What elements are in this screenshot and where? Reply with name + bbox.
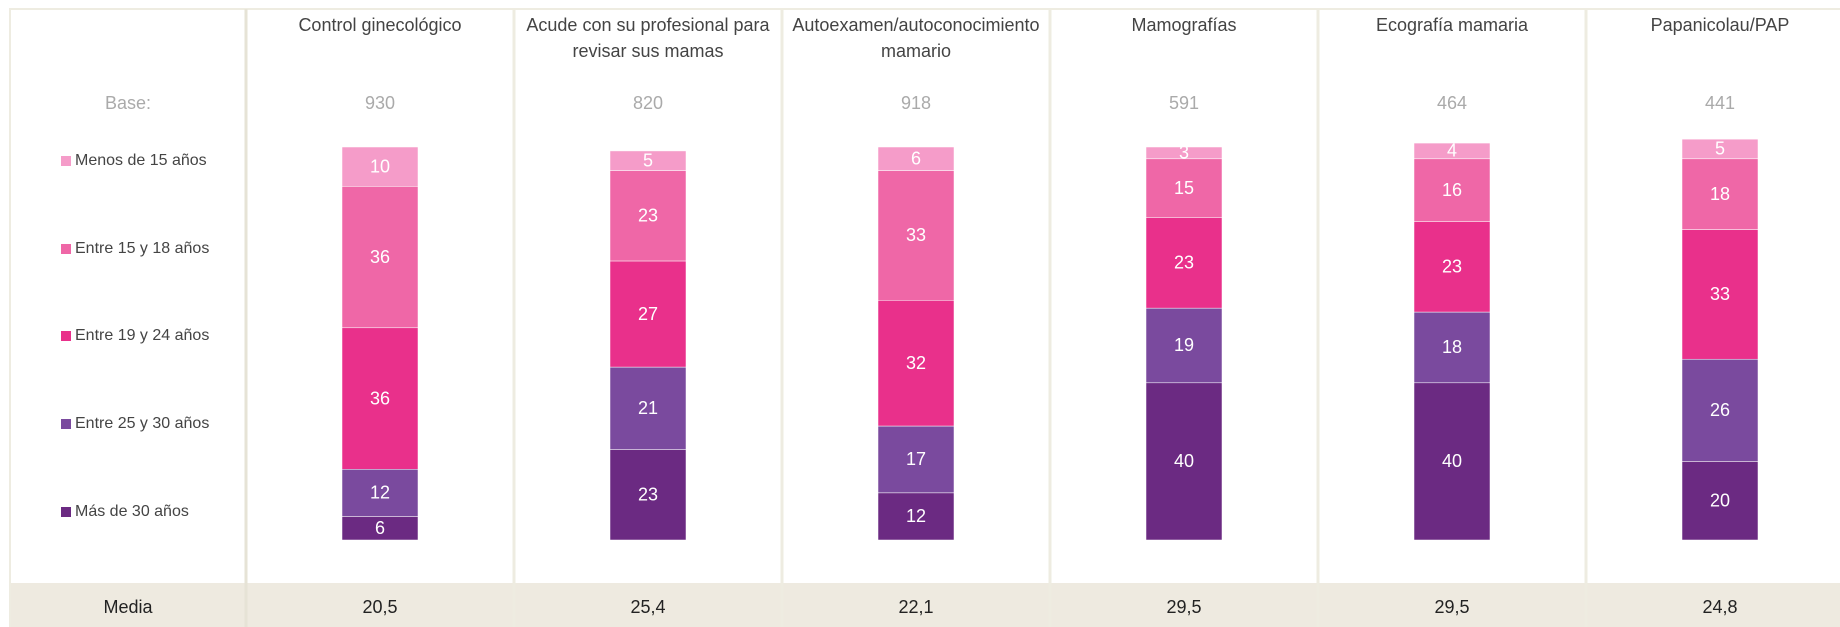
data-label: 23 bbox=[638, 485, 658, 505]
column-header: Ecografía mamaria bbox=[1375, 15, 1529, 35]
column-header: Acude con su profesional para revisar su… bbox=[526, 15, 770, 61]
data-label: 36 bbox=[370, 247, 390, 267]
legend-swatch bbox=[61, 244, 71, 254]
data-label: 10 bbox=[370, 156, 390, 176]
bar-segment bbox=[609, 366, 687, 450]
legend-label: Entre 25 y 30 años bbox=[75, 415, 209, 432]
legend-label: Entre 15 y 18 años bbox=[75, 240, 209, 257]
bar-segment bbox=[609, 170, 687, 262]
data-label: 33 bbox=[1710, 284, 1730, 304]
media-value: 20,5 bbox=[362, 597, 397, 617]
data-label: 5 bbox=[643, 151, 653, 171]
data-label: 21 bbox=[638, 398, 658, 418]
data-label: 32 bbox=[906, 353, 926, 373]
bar-segment bbox=[341, 186, 419, 329]
data-label: 6 bbox=[911, 149, 921, 169]
legend-swatch bbox=[61, 419, 71, 429]
base-value: 464 bbox=[1437, 93, 1467, 113]
data-label: 33 bbox=[906, 225, 926, 245]
column-header: Papanicolau/PAP bbox=[1650, 15, 1790, 35]
base-value: 918 bbox=[901, 93, 931, 113]
bar-segment bbox=[341, 327, 419, 470]
column-header: Autoexamen/autoconocimiento mamario bbox=[792, 15, 1040, 61]
base-value: 441 bbox=[1705, 93, 1735, 113]
data-label: 23 bbox=[1174, 253, 1194, 273]
media-value: 25,4 bbox=[630, 597, 665, 617]
data-label: 23 bbox=[638, 206, 658, 226]
bar-segment bbox=[609, 260, 687, 368]
bar-segment bbox=[1413, 158, 1491, 222]
data-label: 15 bbox=[1174, 178, 1194, 198]
legend-swatch bbox=[61, 507, 71, 517]
data-label: 16 bbox=[1442, 180, 1462, 200]
data-label: 12 bbox=[370, 483, 390, 503]
bar-segment bbox=[877, 492, 955, 541]
media-value: 24,8 bbox=[1702, 597, 1737, 617]
data-label: 3 bbox=[1179, 143, 1189, 163]
bar-segment bbox=[1413, 142, 1491, 160]
media-value: 29,5 bbox=[1434, 597, 1469, 617]
data-label: 23 bbox=[1442, 257, 1462, 277]
data-label: 18 bbox=[1710, 184, 1730, 204]
data-label: 20 bbox=[1710, 490, 1730, 510]
media-label: Media bbox=[103, 597, 153, 617]
column-header: Control ginecológico bbox=[298, 15, 462, 35]
media-value: 22,1 bbox=[898, 597, 933, 617]
data-label: 6 bbox=[375, 518, 385, 538]
bar-segment bbox=[609, 150, 687, 171]
bar-segment bbox=[877, 425, 955, 494]
bar-segment bbox=[1145, 146, 1223, 160]
media-value: 29,5 bbox=[1166, 597, 1201, 617]
bar-segment bbox=[1681, 229, 1759, 360]
bar-segment bbox=[341, 146, 419, 187]
base-value: 591 bbox=[1169, 93, 1199, 113]
legend-swatch bbox=[61, 156, 71, 166]
base-value: 820 bbox=[633, 93, 663, 113]
bar-segment bbox=[1413, 311, 1491, 384]
bar-segment bbox=[1145, 307, 1223, 384]
bar-segment bbox=[877, 170, 955, 301]
bar-segment bbox=[1413, 221, 1491, 313]
legend-swatch bbox=[61, 331, 71, 341]
data-label: 40 bbox=[1442, 451, 1462, 471]
data-label: 36 bbox=[370, 388, 390, 408]
bar-segment bbox=[1145, 382, 1223, 541]
base-label: Base: bbox=[105, 93, 151, 113]
base-value: 930 bbox=[365, 93, 395, 113]
bar-segment bbox=[877, 146, 955, 171]
data-label: 5 bbox=[1715, 139, 1725, 159]
bar-segment bbox=[1681, 461, 1759, 541]
bar-segment bbox=[1145, 158, 1223, 218]
data-label: 27 bbox=[638, 304, 658, 324]
bar-segment bbox=[1681, 158, 1759, 230]
data-label: 12 bbox=[906, 506, 926, 526]
data-label: 17 bbox=[906, 449, 926, 469]
bar-segment bbox=[877, 300, 955, 427]
media-row-bg bbox=[9, 583, 1840, 627]
data-label: 18 bbox=[1442, 337, 1462, 357]
data-label: 40 bbox=[1174, 451, 1194, 471]
bar-segment bbox=[1145, 217, 1223, 309]
legend-label: Entre 19 y 24 años bbox=[75, 327, 209, 344]
data-label: 4 bbox=[1447, 141, 1457, 161]
bar-segment bbox=[341, 469, 419, 517]
bar-segment bbox=[1681, 138, 1759, 160]
data-label: 26 bbox=[1710, 400, 1730, 420]
data-label: 19 bbox=[1174, 335, 1194, 355]
bar-segment bbox=[609, 449, 687, 541]
legend-label: Más de 30 años bbox=[75, 503, 189, 520]
column-header: Mamografías bbox=[1131, 15, 1237, 35]
legend-label: Menos de 15 años bbox=[75, 152, 207, 169]
